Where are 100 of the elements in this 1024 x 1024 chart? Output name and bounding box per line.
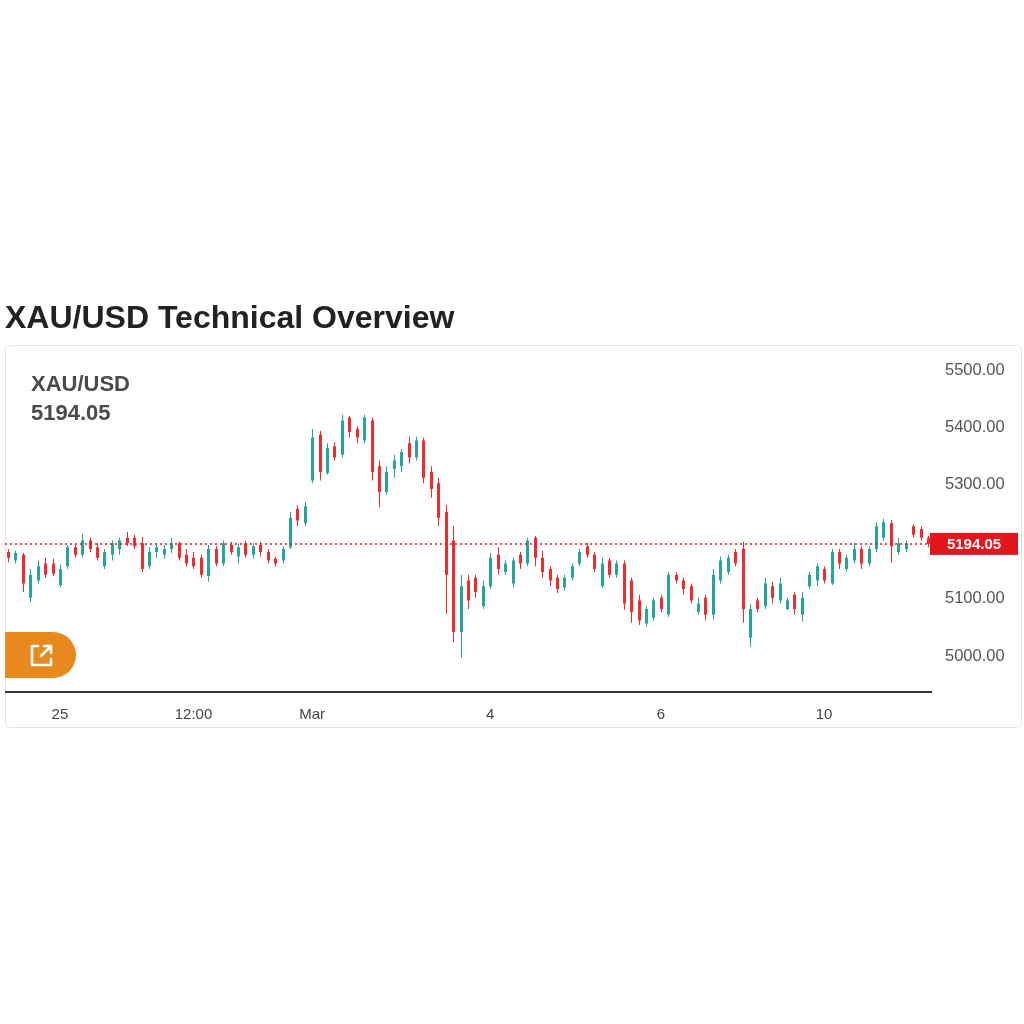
candlestick xyxy=(141,537,144,572)
annotation: XAU/USD xyxy=(31,371,131,396)
candlestick xyxy=(22,553,25,592)
candlestick xyxy=(586,542,589,558)
candlestick xyxy=(304,501,307,527)
x-tick-label: 4 xyxy=(486,705,495,723)
candlestick xyxy=(667,571,670,618)
candlestick xyxy=(259,541,262,557)
candlestick xyxy=(541,550,544,578)
candlestick xyxy=(408,436,411,464)
candlestick xyxy=(875,522,878,552)
candlestick xyxy=(571,563,574,581)
y-tick-label: 5000.00 xyxy=(945,645,1005,664)
candlestick xyxy=(378,460,381,508)
y-tick-label: 5400.00 xyxy=(945,416,1005,435)
candlestick xyxy=(29,569,32,603)
candlestick xyxy=(845,554,848,572)
candlestick xyxy=(371,417,374,481)
candlestick xyxy=(215,546,218,567)
candlestick xyxy=(549,566,552,587)
candlestick xyxy=(519,551,522,570)
chart-title: XAU/USD Technical Overview xyxy=(5,299,455,335)
candlestick xyxy=(66,545,69,570)
candlestick xyxy=(430,466,433,498)
candlestick xyxy=(853,543,856,564)
candlestick xyxy=(593,551,596,572)
candlestick xyxy=(838,549,841,570)
candlestick xyxy=(59,564,62,588)
candlestick xyxy=(801,591,804,622)
candlestick xyxy=(103,549,106,570)
candlestick xyxy=(341,414,344,458)
candlestick xyxy=(133,534,136,550)
candlestick xyxy=(252,543,255,559)
y-tick-label: 5100.00 xyxy=(945,588,1005,607)
candlestick xyxy=(148,547,151,570)
candlestick xyxy=(749,603,752,647)
candlestick xyxy=(7,549,10,563)
candlestick xyxy=(422,437,425,484)
candlestick xyxy=(482,580,485,610)
candlestick xyxy=(734,549,737,567)
ref-line-label: 5194.05 xyxy=(946,535,1002,553)
candlestick xyxy=(771,581,774,604)
x-tick-label: Mar xyxy=(299,705,326,723)
candlestick xyxy=(400,449,403,472)
candlestick xyxy=(697,597,700,615)
candlestick xyxy=(578,549,581,567)
candlestick xyxy=(712,569,715,620)
candlestick xyxy=(237,543,240,564)
candlestick xyxy=(52,558,55,576)
candlestick xyxy=(556,574,559,594)
candlestick xyxy=(296,505,299,527)
candlestick xyxy=(192,551,195,570)
candlestick xyxy=(882,518,885,541)
x-tick-label: 10 xyxy=(815,705,833,723)
candlestick xyxy=(764,577,767,610)
candlestick xyxy=(244,540,247,558)
candlestick xyxy=(452,526,455,643)
candlestick xyxy=(74,545,77,558)
candlestick xyxy=(526,537,529,567)
candlestick xyxy=(467,574,470,610)
candlestick xyxy=(652,597,655,621)
candlestick xyxy=(289,511,292,550)
candlestick xyxy=(267,549,270,564)
candlestick xyxy=(497,547,500,575)
candlestick xyxy=(460,574,463,658)
candlestick xyxy=(563,574,566,591)
candlestick xyxy=(608,557,611,578)
candlestick xyxy=(282,546,285,564)
candlestick xyxy=(415,436,418,461)
candlestick xyxy=(81,533,84,558)
candlestick xyxy=(126,531,129,547)
x-tick-label: 25 xyxy=(51,705,69,723)
candlestick xyxy=(534,535,537,567)
candlestick xyxy=(927,535,930,548)
candlestick xyxy=(348,415,351,438)
candlestick xyxy=(860,546,863,570)
candlestick xyxy=(682,577,685,595)
candlestick xyxy=(742,541,745,623)
candlestick xyxy=(504,560,507,575)
candlestick xyxy=(920,526,923,541)
x-tick-label: 6 xyxy=(656,705,666,723)
candlestick xyxy=(645,606,648,627)
candlestick xyxy=(623,560,626,610)
candlestick xyxy=(178,541,181,561)
candlestick xyxy=(200,554,203,578)
candlestick xyxy=(222,540,225,567)
candlestick xyxy=(890,519,893,563)
candlestick xyxy=(155,543,158,558)
candlestick xyxy=(207,545,210,582)
candlestick xyxy=(823,566,826,584)
candlestick xyxy=(512,557,515,588)
candlestick xyxy=(96,543,99,561)
candlestick xyxy=(319,430,322,481)
candlestick xyxy=(393,454,396,478)
candlestick xyxy=(44,557,47,578)
candlestick xyxy=(912,524,915,538)
candlestick xyxy=(111,540,114,561)
candlestick xyxy=(831,549,834,586)
candlestick xyxy=(356,426,359,444)
x-tick-label: 12:00 xyxy=(174,705,213,723)
